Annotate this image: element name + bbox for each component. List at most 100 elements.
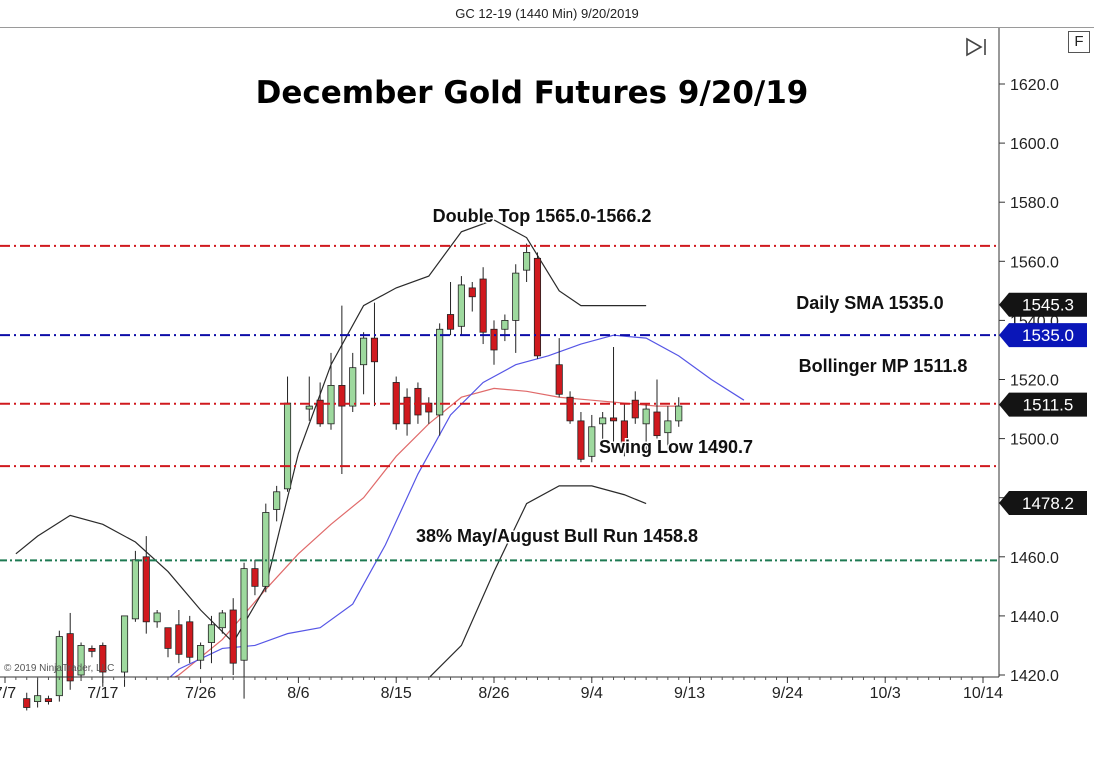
bear-candle (164, 627, 172, 649)
bear-candle (175, 624, 183, 655)
bear-candle (251, 568, 259, 587)
x-tick-label: 8/15 (381, 685, 412, 702)
bull-candle (283, 402, 292, 490)
y-tick-label: 1580.0 (1010, 195, 1059, 212)
bear-candle (370, 337, 379, 363)
level-label: Double Top 1565.0-1566.2 (433, 206, 652, 226)
bull-candle (153, 612, 161, 623)
bull-candle (599, 417, 607, 425)
bollinger-lower-line (428, 485, 647, 677)
bull-candle (457, 284, 465, 327)
price-tag-label: 1511.5 (1023, 396, 1074, 415)
bull-candle (360, 337, 368, 366)
instrument-label: GC 12-19 (1440 Min) 9/20/2019 (455, 6, 639, 21)
x-tick-label: 10/3 (870, 685, 901, 702)
level-label: Daily SMA 1535.0 (796, 293, 943, 313)
bear-candle (446, 314, 455, 330)
bull-candle (77, 645, 85, 676)
price-tag-shape (999, 491, 1087, 516)
bull-candle (349, 367, 357, 407)
bear-candle (620, 420, 628, 451)
bear-candle (631, 399, 639, 419)
bear-candle (316, 399, 324, 425)
bull-candle (664, 420, 672, 434)
y-tick-label: 1500.0 (1010, 432, 1059, 449)
f-button[interactable]: F (1068, 31, 1090, 53)
bull-candle (120, 615, 129, 673)
level-label: Swing Low 1490.7 (599, 437, 753, 457)
x-tick-label: 7/17 (87, 685, 118, 702)
y-tick-label: 1600.0 (1010, 136, 1059, 153)
chart-header: GC 12-19 (1440 Min) 9/20/2019 (0, 0, 1094, 28)
price-tag-label: 1478.2 (1022, 494, 1074, 513)
price-tag-shape (999, 292, 1087, 317)
x-tick-label: 9/24 (772, 685, 803, 702)
price-tag-label: 1545.3 (1022, 296, 1074, 315)
bull-candle (197, 645, 205, 661)
bull-candle (55, 636, 63, 697)
bear-candle (99, 645, 107, 673)
bear-candle (414, 387, 422, 416)
candles (23, 243, 683, 711)
bull-candle (218, 612, 226, 629)
bear-candle (609, 417, 618, 422)
bear-candle (186, 621, 194, 658)
bear-candle (338, 385, 346, 407)
bull-candle (436, 328, 444, 416)
level-label: 38% May/August Bull Run 1458.8 (416, 526, 698, 546)
bull-candle (523, 252, 531, 271)
chart-title: December Gold Futures 9/20/19 (256, 75, 809, 111)
bear-candle (88, 648, 96, 652)
bear-candle (23, 698, 31, 708)
price-tag-label: 1535.0 (1022, 326, 1074, 345)
bear-candle (479, 278, 487, 333)
x-tick-label: 10/14 (963, 685, 1003, 702)
axes: 1420.01440.01460.01480.01500.01520.01540… (0, 28, 1087, 702)
bull-candle (588, 426, 596, 457)
y-tick-label: 1620.0 (1010, 77, 1059, 94)
x-tick-label: 8/26 (478, 685, 509, 702)
y-tick-label: 1420.0 (1010, 668, 1059, 685)
bear-candle (44, 698, 53, 702)
price-tag: 1478.2 (999, 491, 1087, 516)
bull-candle (207, 624, 216, 643)
price-tag: 1511.5 (999, 392, 1087, 417)
y-tick-label: 1520.0 (1010, 373, 1059, 390)
ema-line (173, 387, 679, 677)
bull-candle (273, 491, 281, 510)
bollinger-upper-line (15, 219, 647, 644)
y-tick-label: 1440.0 (1010, 609, 1059, 626)
bear-candle (142, 556, 150, 623)
price-tag-shape (999, 323, 1087, 348)
bear-candle (229, 609, 237, 664)
price-tag-shape (999, 392, 1087, 417)
x-tick-label: 7/26 (185, 685, 216, 702)
bull-candle (512, 272, 520, 321)
bear-candle (66, 633, 74, 682)
price-tag: 1545.3 (999, 292, 1087, 317)
bear-candle (577, 420, 585, 460)
bear-candle (403, 396, 411, 425)
bull-candle (675, 405, 683, 422)
bull-candle (240, 568, 248, 661)
bull-candle (305, 405, 313, 410)
bull-candle (262, 512, 270, 587)
bear-candle (533, 257, 542, 357)
sma-line (169, 334, 745, 677)
bear-candle (392, 382, 400, 425)
bear-candle (653, 411, 661, 437)
scroll-to-end-icon[interactable] (965, 37, 991, 57)
x-tick-label: 9/4 (581, 685, 603, 702)
bull-candle (501, 319, 509, 330)
bear-candle (490, 328, 498, 351)
level-label: Bollinger MP 1511.8 (799, 356, 968, 376)
bear-candle (468, 287, 476, 298)
x-tick-label: 7/7 (0, 685, 16, 702)
bear-candle (555, 364, 563, 395)
indicators (15, 219, 745, 677)
level-labels: Double Top 1565.0-1566.2 Daily SMA 1535.0… (414, 205, 968, 548)
x-tick-label: 8/6 (287, 685, 309, 702)
level-lines (0, 244, 999, 562)
y-tick-label: 1460.0 (1010, 550, 1059, 567)
